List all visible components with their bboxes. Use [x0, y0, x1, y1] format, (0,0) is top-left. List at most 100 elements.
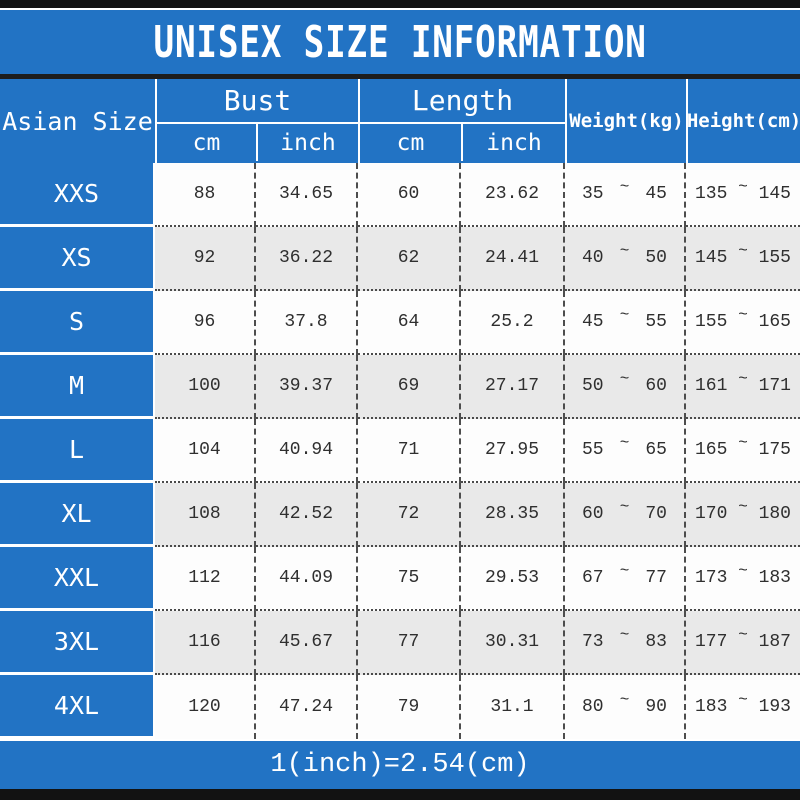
size-label: XS: [0, 227, 155, 291]
tilde: ~: [738, 562, 748, 580]
size-label: 4XL: [0, 675, 155, 739]
length-cm-value: 79: [358, 675, 461, 739]
tilde: ~: [738, 691, 748, 709]
tilde: ~: [738, 178, 748, 196]
tilde: ~: [619, 691, 630, 709]
bust-inch-value: 39.37: [256, 355, 358, 419]
page-title: UNISEX SIZE INFORMATION: [153, 16, 647, 68]
height-range: 183 ~193: [686, 675, 800, 739]
footer-band: 1(inch)=2.54(cm): [0, 739, 800, 789]
weight-range: 67 ~77: [565, 547, 686, 611]
length-inch-value: 27.17: [461, 355, 565, 419]
weight-range: 35 ~45: [565, 163, 686, 227]
length-inch-value: 29.53: [461, 547, 565, 611]
weight-range: 55 ~65: [565, 419, 686, 483]
bust-cm-value: 104: [155, 419, 256, 483]
tilde: ~: [738, 242, 748, 260]
bottom-black-bar: [0, 789, 800, 800]
table-body: XXS 88 34.65 60 23.62 35 ~45 135 ~145 XS 9…: [0, 163, 800, 739]
length-cm-value: 71: [358, 419, 461, 483]
bust-cm-value: 112: [155, 547, 256, 611]
height-range: 155 ~165: [686, 291, 800, 355]
height-range: 161 ~171: [686, 355, 800, 419]
column-header-weight: Weight(kg): [565, 79, 686, 163]
length-cm-value: 75: [358, 547, 461, 611]
table-row: XXS 88 34.65 60 23.62 35 ~45 135 ~145: [0, 163, 800, 227]
column-header-bust: Bust: [223, 84, 292, 117]
height-range: 173 ~183: [686, 547, 800, 611]
column-header-length: Length: [411, 84, 514, 117]
column-header-length-inch: inch: [486, 129, 542, 156]
column-header-bust-inch: inch: [280, 129, 336, 156]
column-header-length-cm: cm: [360, 124, 463, 161]
tilde: ~: [738, 498, 748, 516]
tilde: ~: [619, 498, 630, 516]
bust-inch-value: 37.8: [256, 291, 358, 355]
bust-inch-value: 47.24: [256, 675, 358, 739]
table-row: 3XL 116 45.67 77 30.31 73 ~83 177 ~187: [0, 611, 800, 675]
table-row: XS 92 36.22 62 24.41 40 ~50 145 ~155: [0, 227, 800, 291]
length-inch-value: 23.62: [461, 163, 565, 227]
height-range: 135 ~145: [686, 163, 800, 227]
height-range: 165 ~175: [686, 419, 800, 483]
length-cm-value: 69: [358, 355, 461, 419]
table-header: Asian Size Bust cm inch Length cm inch W…: [0, 79, 800, 163]
weight-range: 45 ~55: [565, 291, 686, 355]
size-label: S: [0, 291, 155, 355]
size-label: 3XL: [0, 611, 155, 675]
tilde: ~: [738, 370, 748, 388]
top-black-bar: [0, 0, 800, 10]
bust-inch-value: 42.52: [256, 483, 358, 547]
column-group-length: Length cm inch: [358, 79, 565, 163]
table-row: XXL 112 44.09 75 29.53 67 ~77 173 ~183: [0, 547, 800, 611]
table-row: XL 108 42.52 72 28.35 60 ~70 170 ~180: [0, 483, 800, 547]
conversion-note: 1(inch)=2.54(cm): [270, 750, 530, 780]
table-row: S 96 37.8 64 25.2 45 ~55 155 ~165: [0, 291, 800, 355]
column-group-bust: Bust cm inch: [155, 79, 358, 163]
weight-range: 60 ~70: [565, 483, 686, 547]
bust-inch-value: 34.65: [256, 163, 358, 227]
height-range: 170 ~180: [686, 483, 800, 547]
length-cm-value: 60: [358, 163, 461, 227]
column-header-height: Height(cm): [686, 79, 800, 163]
length-cm-value: 64: [358, 291, 461, 355]
weight-range: 50 ~60: [565, 355, 686, 419]
length-cm-value: 72: [358, 483, 461, 547]
length-cm-value: 77: [358, 611, 461, 675]
tilde: ~: [619, 242, 630, 260]
tilde: ~: [619, 178, 630, 196]
column-header-bust-cm: cm: [157, 124, 258, 161]
weight-range: 40 ~50: [565, 227, 686, 291]
length-inch-value: 28.35: [461, 483, 565, 547]
tilde: ~: [619, 626, 630, 644]
height-range: 177 ~187: [686, 611, 800, 675]
bust-cm-value: 120: [155, 675, 256, 739]
bust-inch-value: 44.09: [256, 547, 358, 611]
size-label: XXS: [0, 163, 155, 227]
length-inch-value: 30.31: [461, 611, 565, 675]
title-band: UNISEX SIZE INFORMATION: [0, 10, 800, 74]
bust-inch-value: 45.67: [256, 611, 358, 675]
length-inch-value: 24.41: [461, 227, 565, 291]
weight-range: 80 ~90: [565, 675, 686, 739]
length-inch-value: 27.95: [461, 419, 565, 483]
tilde: ~: [619, 370, 630, 388]
bust-inch-value: 36.22: [256, 227, 358, 291]
tilde: ~: [738, 626, 748, 644]
size-label: XXL: [0, 547, 155, 611]
title-separator: [0, 74, 800, 79]
size-label: M: [0, 355, 155, 419]
height-range: 145 ~155: [686, 227, 800, 291]
bust-cm-value: 96: [155, 291, 256, 355]
tilde: ~: [619, 306, 630, 324]
tilde: ~: [619, 562, 630, 580]
tilde: ~: [738, 306, 748, 324]
weight-range: 73 ~83: [565, 611, 686, 675]
bust-cm-value: 108: [155, 483, 256, 547]
table-row: M 100 39.37 69 27.17 50 ~60 161 ~171: [0, 355, 800, 419]
bust-inch-value: 40.94: [256, 419, 358, 483]
tilde: ~: [619, 434, 630, 452]
bust-cm-value: 100: [155, 355, 256, 419]
table-row: 4XL 120 47.24 79 31.1 80 ~90 183 ~193: [0, 675, 800, 739]
size-label: XL: [0, 483, 155, 547]
